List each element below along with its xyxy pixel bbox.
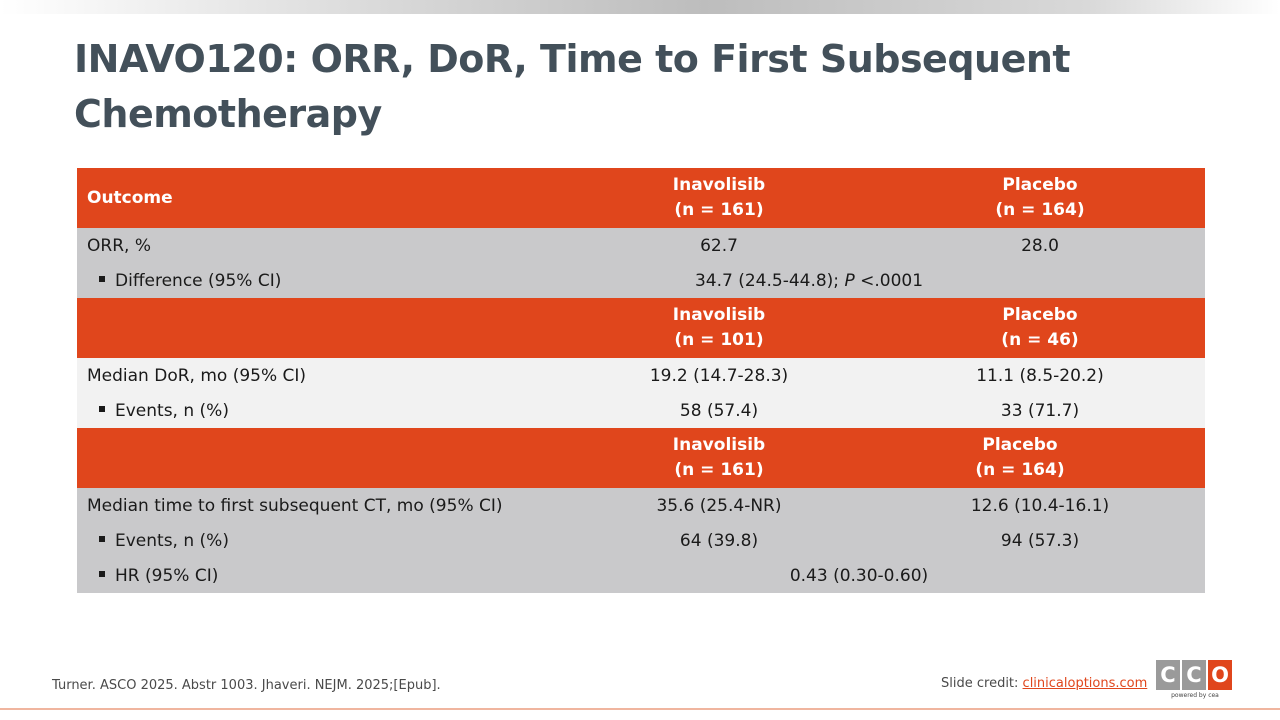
cell-placebo: 11.1 (8.5-20.2): [875, 358, 1205, 393]
header-inavolisib: Inavolisib (n = 101): [563, 298, 875, 358]
bottom-divider: [0, 708, 1280, 710]
slide-title: INAVO120: ORR, DoR, Time to First Subseq…: [74, 37, 1071, 136]
table-header-row-ttfsc: Inavolisib (n = 161) Placebo (n = 164): [77, 428, 1205, 488]
logo-tagline: powered by cea: [1171, 692, 1219, 699]
header-outcome: Outcome: [77, 168, 563, 228]
logo-letter: C: [1182, 660, 1206, 690]
credit-link[interactable]: clinicaloptions.com: [1022, 676, 1148, 691]
bullet-icon: [99, 570, 105, 577]
row-label: Median time to first subsequent CT, mo (…: [77, 488, 563, 523]
cell-placebo: 12.6 (10.4-16.1): [875, 488, 1205, 523]
reference-footnote: Turner. ASCO 2025. Abstr 1003. Jhaveri. …: [52, 678, 441, 693]
cell-placebo: 94 (57.3): [875, 523, 1205, 558]
logo-letter: C: [1156, 660, 1180, 690]
row-label: Median DoR, mo (95% CI): [77, 358, 563, 393]
row-label: Events, n (%): [77, 393, 563, 428]
table-row-ttfsc-events: Events, n (%) 64 (39.8) 94 (57.3): [77, 523, 1205, 558]
table-header-row: Outcome Inavolisib (n = 161) Placebo (n = …: [77, 168, 1205, 228]
header-placebo: Placebo (n = 164): [875, 428, 1205, 488]
table-row-dor-events: Events, n (%) 58 (57.4) 33 (71.7): [77, 393, 1205, 428]
table-row-dor: Median DoR, mo (95% CI) 19.2 (14.7-28.3)…: [77, 358, 1205, 393]
row-label: ORR, %: [77, 228, 563, 263]
cell-inavolisib: 64 (39.8): [563, 523, 875, 558]
cell-inavolisib: 62.7: [563, 228, 875, 263]
row-label: Events, n (%): [77, 523, 563, 558]
cco-logo: C C O powered by cea: [1156, 660, 1234, 706]
header-inavolisib: Inavolisib (n = 161): [563, 168, 875, 228]
table-header-row-dor: Inavolisib (n = 101) Placebo (n = 46): [77, 298, 1205, 358]
table-row-orr-difference: Difference (95% CI) 34.7 (24.5-44.8); P …: [77, 263, 1205, 298]
row-label: Difference (95% CI): [77, 263, 563, 298]
cell-inavolisib: 35.6 (25.4-NR): [563, 488, 875, 523]
bullet-icon: [99, 535, 105, 542]
cell-inavolisib: 58 (57.4): [563, 393, 875, 428]
logo-letter: O: [1208, 660, 1232, 690]
cell-difference: 34.7 (24.5-44.8); P <.0001: [563, 263, 1205, 298]
header-inavolisib: Inavolisib (n = 161): [563, 428, 875, 488]
bullet-icon: [99, 405, 105, 412]
cell-inavolisib: 19.2 (14.7-28.3): [563, 358, 875, 393]
cell-placebo: 33 (71.7): [875, 393, 1205, 428]
cell-hr: 0.43 (0.30-0.60): [563, 558, 1205, 593]
results-table: Outcome Inavolisib (n = 161) Placebo (n = …: [77, 168, 1205, 593]
slide-credit: Slide credit: clinicaloptions.com: [941, 676, 1148, 691]
header-placebo: Placebo (n = 46): [875, 298, 1205, 358]
table-row-orr: ORR, % 62.7 28.0: [77, 228, 1205, 263]
bullet-icon: [99, 275, 105, 282]
header-placebo: Placebo (n = 164): [875, 168, 1205, 228]
table-row-hr: HR (95% CI) 0.43 (0.30-0.60): [77, 558, 1205, 593]
cell-placebo: 28.0: [875, 228, 1205, 263]
top-gradient-bar: [0, 0, 1280, 14]
table-row-ttfsc: Median time to first subsequent CT, mo (…: [77, 488, 1205, 523]
row-label: HR (95% CI): [77, 558, 563, 593]
